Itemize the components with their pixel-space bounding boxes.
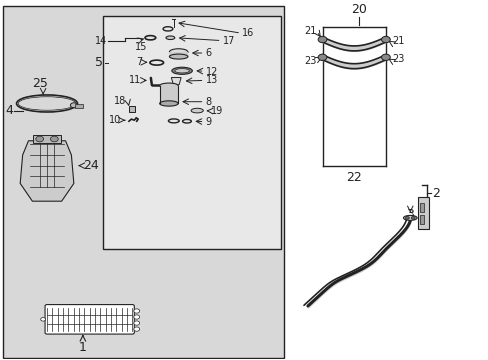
Bar — [159, 86, 178, 103]
Bar — [303, 6, 439, 199]
Ellipse shape — [174, 69, 189, 73]
Text: 14: 14 — [95, 36, 107, 46]
Polygon shape — [171, 77, 181, 85]
Text: 1: 1 — [79, 341, 86, 354]
Circle shape — [134, 309, 140, 313]
Text: 23: 23 — [304, 56, 316, 66]
Bar — [169, 52, 187, 57]
Polygon shape — [20, 141, 74, 201]
Text: 8: 8 — [205, 97, 211, 107]
Circle shape — [41, 318, 45, 321]
Ellipse shape — [169, 49, 187, 55]
Text: 6: 6 — [205, 48, 211, 58]
Bar — [129, 106, 135, 112]
Text: 20: 20 — [350, 4, 366, 17]
Text: 11: 11 — [129, 75, 141, 85]
Ellipse shape — [165, 36, 174, 40]
Bar — [33, 135, 61, 143]
Text: 2: 2 — [431, 187, 439, 200]
Circle shape — [410, 216, 414, 219]
Ellipse shape — [169, 54, 187, 59]
Text: 16: 16 — [242, 28, 254, 38]
Text: 13: 13 — [205, 75, 217, 85]
Bar — [419, 215, 424, 224]
Text: 21: 21 — [304, 26, 316, 36]
Circle shape — [70, 103, 77, 108]
Circle shape — [134, 327, 140, 331]
Circle shape — [318, 54, 326, 60]
Text: 25: 25 — [32, 77, 47, 90]
Text: 23: 23 — [391, 54, 403, 64]
Bar — [103, 17, 281, 249]
Bar — [75, 104, 82, 108]
Text: 12: 12 — [205, 67, 218, 77]
Ellipse shape — [171, 67, 192, 75]
Text: 17: 17 — [222, 36, 234, 46]
Circle shape — [134, 315, 140, 319]
Circle shape — [381, 36, 389, 43]
Text: 22: 22 — [346, 171, 361, 184]
Circle shape — [405, 216, 408, 219]
Text: 15: 15 — [135, 42, 147, 52]
Circle shape — [134, 321, 140, 325]
Ellipse shape — [159, 83, 178, 88]
Text: 21: 21 — [391, 36, 403, 46]
Text: 5: 5 — [95, 56, 103, 69]
Circle shape — [318, 36, 326, 43]
Text: 18: 18 — [114, 96, 126, 105]
Bar — [417, 197, 428, 229]
Bar — [419, 203, 424, 212]
Bar — [3, 6, 283, 357]
Ellipse shape — [159, 101, 178, 106]
Text: 9: 9 — [205, 117, 211, 127]
Text: 3: 3 — [406, 208, 413, 221]
FancyBboxPatch shape — [45, 305, 134, 334]
Text: 7: 7 — [136, 57, 142, 67]
Text: 19: 19 — [211, 106, 223, 116]
Text: 4: 4 — [5, 104, 13, 117]
Text: 24: 24 — [83, 159, 99, 172]
Circle shape — [50, 136, 58, 142]
Circle shape — [36, 136, 43, 142]
Text: 10: 10 — [109, 115, 122, 125]
Ellipse shape — [191, 108, 203, 113]
Circle shape — [381, 54, 389, 60]
Ellipse shape — [403, 215, 416, 220]
